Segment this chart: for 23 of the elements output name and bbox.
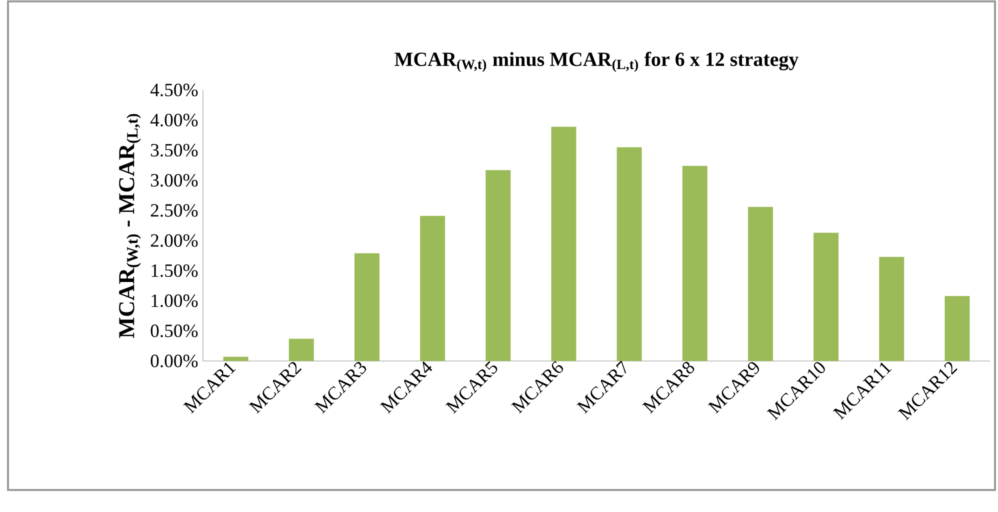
bar <box>944 296 970 361</box>
bar <box>814 232 839 361</box>
chart-title: MCAR$_{(W,t)}$ minus MCAR$_{(L,t)}$ for 6 x 12 strategy <box>394 52 799 72</box>
bar <box>879 256 904 361</box>
y-tick-label: 4.00% <box>150 114 198 126</box>
bar <box>354 253 380 361</box>
y-tick-label: 0.50% <box>150 324 198 338</box>
bar <box>420 216 446 361</box>
y-tick-label: 3.50% <box>150 144 198 157</box>
y-tick-label: 4.50% <box>150 84 198 96</box>
bar <box>223 356 248 361</box>
y-axis-title: MCAR$_{(W,t)}$ - MCAR$_{(L,t)}$ <box>119 114 141 338</box>
bar <box>748 206 773 361</box>
y-tick-label: 1.00% <box>152 294 198 308</box>
bar <box>682 166 708 361</box>
y-tick-label: 1.50% <box>152 264 198 278</box>
bar <box>616 147 642 361</box>
bar <box>551 126 576 361</box>
y-tick-label: 3.00% <box>150 174 198 187</box>
y-tick-label: 2.50% <box>150 204 198 217</box>
y-tick-label: 2.00% <box>150 234 198 247</box>
bar <box>486 170 511 361</box>
bar <box>288 338 314 361</box>
